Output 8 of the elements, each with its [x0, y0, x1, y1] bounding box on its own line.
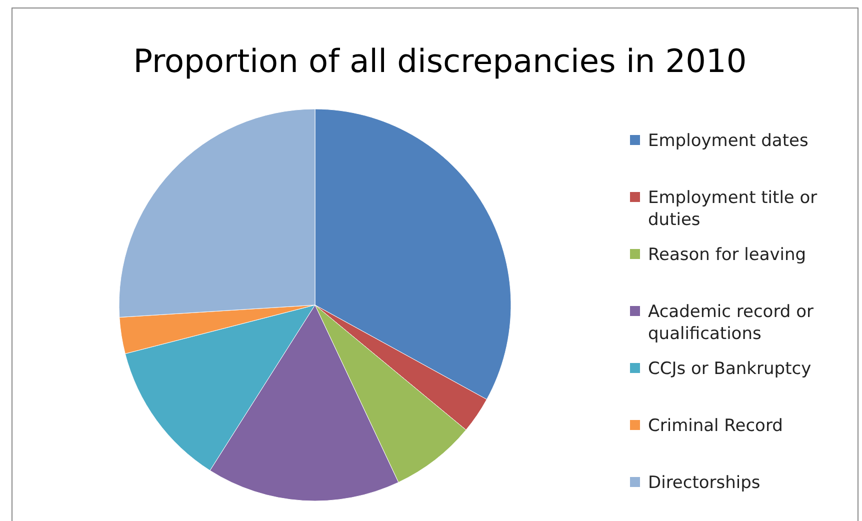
- legend-label: CCJs or Bankruptcy: [648, 359, 812, 379]
- legend-label: Academic record or qualifications: [648, 302, 814, 344]
- legend-label: Criminal Record: [648, 416, 783, 436]
- legend-label: Employment dates: [648, 131, 808, 151]
- chart-title: Proportion of all discrepancies in 2010: [133, 42, 747, 80]
- legend-label: Directorships: [648, 473, 760, 493]
- legend-label: Reason for leaving: [648, 245, 806, 265]
- legend-label: Employment title or duties: [648, 188, 818, 230]
